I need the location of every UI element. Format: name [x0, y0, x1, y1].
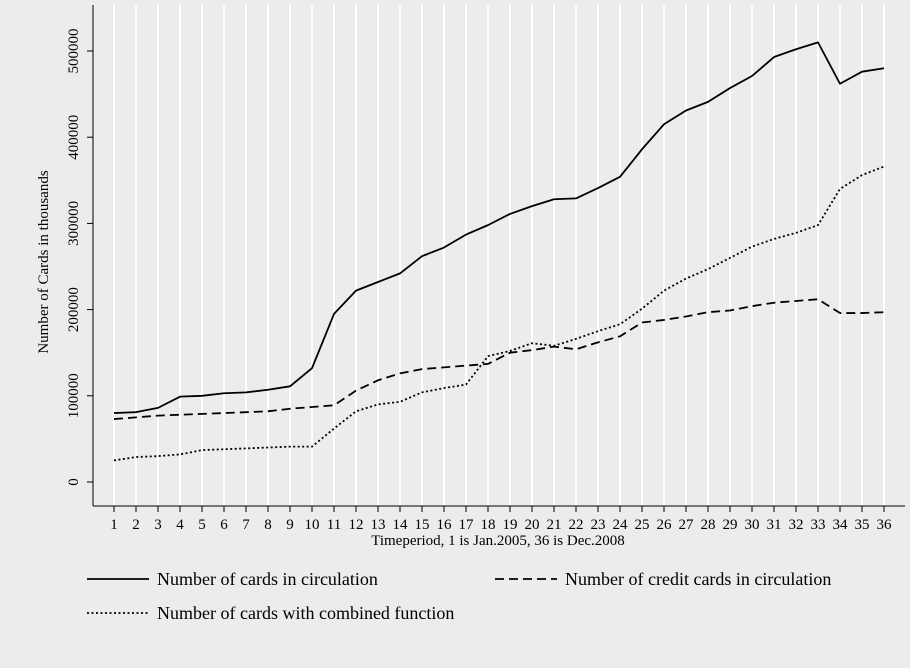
x-tick-label-14: 14 [393, 517, 409, 533]
x-tick-label-11: 11 [327, 517, 341, 533]
x-tick-label-10: 10 [305, 517, 320, 533]
series-line-1 [113, 41, 885, 414]
x-tick-label-4: 4 [176, 517, 184, 533]
x-tick-label-8: 8 [264, 517, 272, 533]
x-tick-label-26: 26 [657, 517, 673, 533]
y-tick-label-0: 0 [66, 478, 82, 486]
x-tick-label-9: 9 [286, 517, 294, 533]
y-tick-label-300000: 300000 [66, 201, 82, 246]
y-tick-label-200000: 200000 [66, 287, 82, 332]
x-tick-label-17: 17 [459, 517, 475, 533]
x-axis-label: Timeperiod, 1 is Jan.2005, 36 is Dec.200… [371, 533, 625, 549]
x-tick-label-5: 5 [198, 517, 206, 533]
x-tick-label-30: 30 [745, 517, 760, 533]
y-tick-label-100000: 100000 [66, 373, 82, 418]
x-tick-label-21: 21 [547, 517, 562, 533]
y-tick-label-400000: 400000 [66, 115, 82, 160]
x-tick-label-18: 18 [481, 517, 496, 533]
x-tick-label-27: 27 [679, 517, 695, 533]
x-tick-label-33: 33 [811, 517, 826, 533]
plot-area [93, 5, 905, 506]
x-tick-label-34: 34 [833, 517, 849, 533]
x-tick-label-31: 31 [767, 517, 782, 533]
x-tick-label-35: 35 [855, 517, 870, 533]
legend-label-1: Number of cards in circulation [157, 569, 378, 589]
y-tick-label-500000: 500000 [66, 29, 82, 74]
x-tick-label-24: 24 [613, 517, 629, 533]
x-tick-label-15: 15 [415, 517, 430, 533]
x-tick-label-6: 6 [220, 517, 228, 533]
series-lines [113, 41, 885, 462]
x-tick-label-7: 7 [242, 517, 250, 533]
y-axis-label: Number of Cards in thousands [36, 170, 52, 353]
x-tick-label-3: 3 [154, 517, 162, 533]
x-tick-label-20: 20 [525, 517, 540, 533]
legend: Number of cards in circulation Number of … [87, 569, 831, 623]
series-line-2 [113, 298, 885, 420]
x-tick-label-19: 19 [503, 517, 518, 533]
legend-label-2: Number of credit cards in circulation [565, 569, 831, 589]
x-tick-label-13: 13 [371, 517, 386, 533]
x-tick-label-2: 2 [132, 517, 140, 533]
legend-label-3: Number of cards with combined function [157, 603, 454, 623]
x-tick-label-36: 36 [877, 517, 893, 533]
grid-lines [113, 5, 885, 506]
x-tick-label-16: 16 [437, 517, 453, 533]
x-tick-label-22: 22 [569, 517, 584, 533]
x-tick-label-25: 25 [635, 517, 650, 533]
x-tick-label-23: 23 [591, 517, 606, 533]
x-tick-label-32: 32 [789, 517, 804, 533]
x-tick-label-29: 29 [723, 517, 738, 533]
x-tick-label-1: 1 [110, 517, 118, 533]
x-tick-label-28: 28 [701, 517, 716, 533]
x-tick-label-12: 12 [349, 517, 364, 533]
